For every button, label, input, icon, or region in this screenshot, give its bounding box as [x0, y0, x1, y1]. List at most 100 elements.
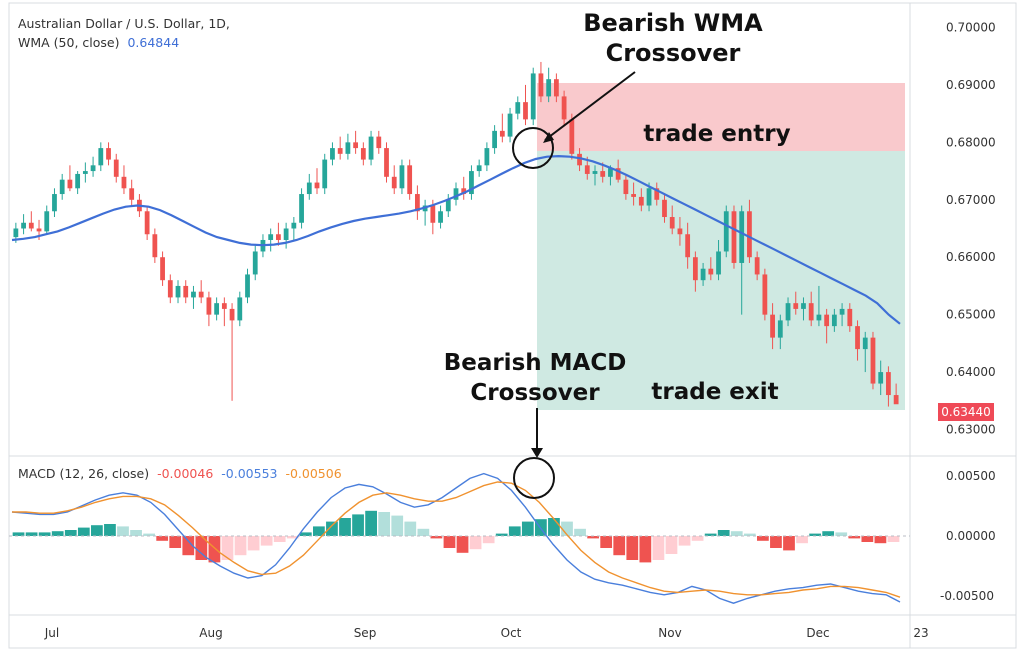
- candle-body: [886, 372, 891, 396]
- histogram-bar: [156, 536, 169, 541]
- outer-frame: [8, 2, 1017, 649]
- histogram-bar: [313, 526, 325, 536]
- candle-body: [391, 176, 397, 189]
- candle-body: [530, 73, 536, 120]
- histogram-bar: [247, 536, 260, 551]
- histogram-bar: [260, 536, 273, 546]
- candle-body: [345, 142, 351, 154]
- time-tick-label: Jul: [44, 626, 59, 640]
- candle-body: [646, 188, 652, 206]
- macd-signal-value: -0.00506: [285, 466, 342, 481]
- candle-body: [353, 142, 359, 149]
- symbol-title: Australian Dollar / U.S. Dollar, 1D,: [18, 16, 230, 31]
- macd-arrow-head: [531, 448, 543, 458]
- wma-crossover-line1: Bearish WMA: [583, 9, 763, 37]
- histogram-bar: [469, 536, 482, 550]
- candle-body: [245, 274, 250, 298]
- time-tick-label: Aug: [199, 626, 222, 640]
- histogram-bar: [143, 533, 155, 536]
- histogram-bar: [809, 533, 821, 536]
- candle-body: [654, 188, 660, 200]
- histogram-bar: [835, 532, 848, 536]
- macd-axis: 0.00500 0.00000 -0.00500: [940, 469, 996, 603]
- candle-body: [306, 182, 312, 195]
- candle-body: [515, 102, 521, 114]
- trade-exit-label: trade exit: [651, 379, 779, 405]
- wma-crossover-arrow: [544, 71, 636, 141]
- candle-body: [584, 165, 590, 174]
- candle-body: [708, 268, 714, 275]
- candle-body: [198, 291, 204, 298]
- histogram-bar: [861, 536, 874, 542]
- macd-tick-label: 0.00500: [946, 469, 996, 483]
- candle-body: [523, 102, 528, 120]
- candle-body: [237, 297, 243, 321]
- histogram-bar: [25, 532, 38, 536]
- wma-crossover-circle: [512, 127, 554, 169]
- candle-body: [283, 228, 289, 240]
- histogram-bar: [743, 533, 756, 536]
- macd-label: MACD (12, 26, close): [18, 466, 150, 481]
- wma-line: [11, 154, 901, 325]
- histogram-bar: [443, 536, 456, 548]
- take-profit-zone: [537, 151, 905, 410]
- candle-body: [762, 274, 768, 315]
- trade-entry-label: trade entry: [643, 121, 791, 147]
- histogram-bar: [430, 536, 443, 539]
- candle-body: [592, 171, 598, 174]
- histogram-bar: [456, 536, 469, 553]
- candle-body: [739, 211, 745, 263]
- histogram-bar: [574, 528, 586, 536]
- candle-body: [461, 188, 467, 195]
- histogram-bar: [130, 530, 142, 536]
- price-tick-label: 0.65000: [946, 308, 996, 322]
- macd-legend: MACD (12, 26, close) -0.00046 -0.00553 -…: [18, 466, 346, 481]
- candle-body: [731, 211, 737, 263]
- candle-body: [82, 171, 88, 174]
- histogram-bar: [822, 531, 835, 536]
- candle-body: [862, 337, 868, 350]
- candle-body: [36, 228, 42, 232]
- histogram-bar: [613, 536, 626, 556]
- candle-body: [484, 148, 490, 166]
- candle-body: [129, 188, 135, 200]
- candle-body: [384, 148, 389, 177]
- histogram-bar: [561, 521, 573, 536]
- candle-body: [160, 257, 165, 281]
- candle-body: [44, 211, 50, 232]
- histogram-bar: [508, 526, 521, 536]
- price-tick-label: 0.66000: [946, 250, 996, 264]
- histogram-bar: [548, 518, 560, 536]
- candle-body: [75, 173, 81, 189]
- candle-body: [685, 234, 691, 258]
- histogram-bar: [691, 536, 704, 541]
- histogram-bar: [770, 536, 782, 548]
- candle-body: [855, 326, 860, 350]
- histogram-bar: [600, 536, 613, 548]
- candle-body: [28, 222, 34, 229]
- histogram-bar: [678, 536, 691, 546]
- histogram-bar: [195, 536, 208, 560]
- histogram-bar: [378, 512, 391, 536]
- candle-body: [167, 280, 173, 298]
- candle-body: [569, 119, 575, 154]
- candle-body: [808, 303, 814, 321]
- candle-body: [453, 188, 459, 200]
- candle-body: [577, 153, 582, 166]
- macd-crossover-circle: [513, 457, 555, 499]
- histogram-bar: [182, 536, 195, 556]
- histogram-bar: [417, 528, 430, 536]
- macd-tick-label: 0.00000: [946, 529, 996, 543]
- candle-body: [221, 303, 227, 309]
- candle-body: [144, 211, 150, 235]
- histogram-bar: [652, 536, 665, 560]
- candle-body: [723, 211, 729, 252]
- histogram-bar: [365, 510, 377, 536]
- macd-crossover-line2: Crossover: [470, 380, 600, 406]
- histogram-bar: [51, 531, 64, 536]
- histogram-bar: [208, 536, 221, 563]
- candle-body: [106, 148, 111, 160]
- macd-crossover-line1: Bearish MACD: [443, 350, 627, 376]
- candle-body: [546, 79, 552, 97]
